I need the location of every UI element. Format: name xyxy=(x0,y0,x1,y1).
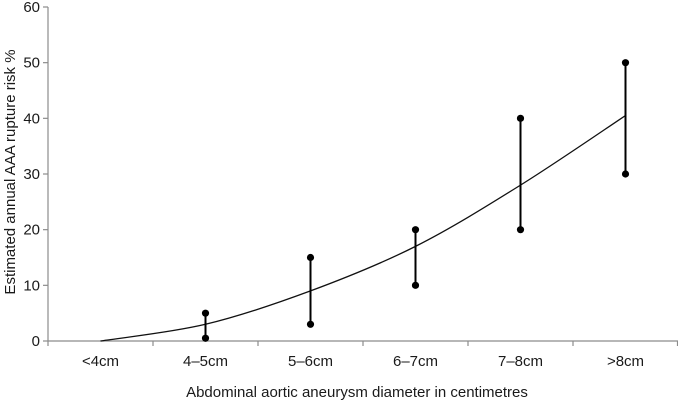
y-tick-label: 30 xyxy=(23,166,40,183)
trend-line xyxy=(100,115,626,342)
x-tick-label: 6–7cm xyxy=(393,353,438,370)
range-low-point xyxy=(201,334,210,342)
y-tick-label: 0 xyxy=(32,333,40,350)
range-bar xyxy=(306,253,315,328)
y-tick-label: 50 xyxy=(23,55,40,72)
range-high-point xyxy=(516,114,525,122)
range-high-point xyxy=(201,309,210,317)
x-tick-label: 4–5cm xyxy=(183,353,228,370)
x-tick-label: 5–6cm xyxy=(288,353,333,370)
x-axis-label: Abdominal aortic aneurysm diameter in ce… xyxy=(186,384,528,401)
range-high-point xyxy=(621,59,630,67)
x-tick-label: <4cm xyxy=(82,353,119,370)
range-low-point xyxy=(516,226,525,234)
y-tick-label: 60 xyxy=(23,0,40,16)
range-high-point xyxy=(411,226,420,234)
x-tick-label: 7–8cm xyxy=(498,353,543,370)
y-tick-label: 10 xyxy=(23,277,40,294)
range-low-point xyxy=(621,170,630,178)
x-tick-label: >8cm xyxy=(607,353,644,370)
y-tick-label: 40 xyxy=(23,110,40,127)
range-bar xyxy=(516,114,525,234)
x-axis: <4cm 4–5cm 5–6cm 6–7cm 7–8cm >8cm xyxy=(47,340,678,370)
y-tick-label: 20 xyxy=(23,222,40,239)
trend-layer xyxy=(100,115,626,342)
range-low-point xyxy=(411,281,420,289)
range-bar xyxy=(411,226,420,289)
y-axis-label: Estimated annual AAA rupture risk % xyxy=(2,49,19,294)
range-low-point xyxy=(306,320,315,328)
range-high-point xyxy=(306,253,315,262)
y-axis: 0 10 20 30 40 50 60 xyxy=(23,0,49,350)
range-layer xyxy=(201,59,630,342)
range-bar xyxy=(621,59,630,178)
range-bar xyxy=(201,309,210,342)
